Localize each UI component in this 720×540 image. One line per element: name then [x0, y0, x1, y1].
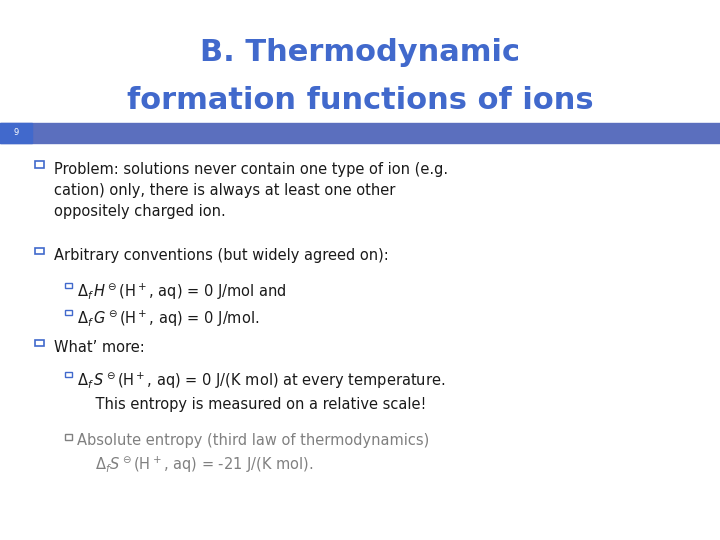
Text: $\Delta_f\,G^\ominus$(H$^+$, aq) = 0 J/mol.: $\Delta_f\,G^\ominus$(H$^+$, aq) = 0 J/m…	[77, 308, 259, 329]
Bar	[65, 372, 72, 377]
Bar	[35, 161, 44, 168]
Text: 9: 9	[13, 129, 19, 137]
Text: formation functions of ions: formation functions of ions	[127, 86, 593, 116]
Text: B. Thermodynamic: B. Thermodynamic	[200, 38, 520, 67]
Text: Absolute entropy (third law of thermodynamics)
    $\Delta_f S^\ominus$(H$^+$, a: Absolute entropy (third law of thermodyn…	[77, 433, 429, 476]
Bar	[65, 310, 72, 315]
Bar	[35, 340, 44, 346]
Text: Arbitrary conventions (but widely agreed on):: Arbitrary conventions (but widely agreed…	[54, 248, 389, 264]
Text: $\Delta_f\,S^\ominus$(H$^+$, aq) = 0 J/(K mol) at every temperature.
    This en: $\Delta_f\,S^\ominus$(H$^+$, aq) = 0 J/(…	[77, 370, 445, 411]
Bar	[0, 123, 720, 143]
Text: $\Delta_f\,H^\ominus$(H$^+$, aq) = 0 J/mol and: $\Delta_f\,H^\ominus$(H$^+$, aq) = 0 J/m…	[77, 281, 287, 302]
Bar	[35, 248, 44, 254]
Text: What’ more:: What’ more:	[54, 340, 145, 355]
Text: Problem: solutions never contain one type of ion (e.g.
cation) only, there is al: Problem: solutions never contain one typ…	[54, 162, 448, 219]
Bar	[65, 283, 72, 288]
Bar	[0, 123, 32, 143]
Bar	[65, 434, 72, 440]
